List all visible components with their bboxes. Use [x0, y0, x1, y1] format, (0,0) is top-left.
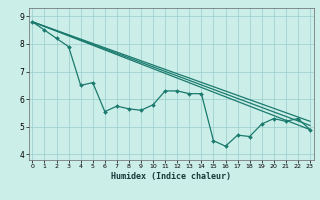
X-axis label: Humidex (Indice chaleur): Humidex (Indice chaleur) [111, 172, 231, 181]
